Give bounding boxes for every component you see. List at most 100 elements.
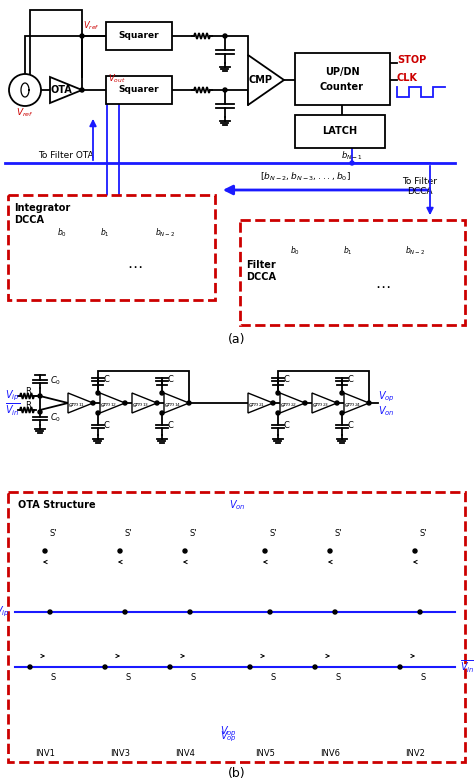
Circle shape <box>43 549 47 553</box>
Text: S': S' <box>124 530 132 539</box>
Text: $b_1$: $b_1$ <box>100 226 110 239</box>
Text: INV1: INV1 <box>35 750 55 758</box>
Text: Squarer: Squarer <box>118 31 159 41</box>
Bar <box>8 195 215 300</box>
Bar <box>8 492 465 762</box>
Bar <box>106 22 172 50</box>
Circle shape <box>123 610 127 614</box>
Text: $V_{ip}$: $V_{ip}$ <box>0 604 10 619</box>
Circle shape <box>9 74 41 106</box>
Polygon shape <box>164 393 189 413</box>
Text: (a): (a) <box>228 333 246 347</box>
Circle shape <box>367 401 371 405</box>
Text: INV3: INV3 <box>110 750 130 758</box>
Polygon shape <box>50 77 82 103</box>
Text: C: C <box>167 376 173 384</box>
Circle shape <box>187 401 191 405</box>
Text: S: S <box>420 672 426 682</box>
Circle shape <box>413 549 417 553</box>
Text: S: S <box>126 672 131 682</box>
Text: S': S' <box>49 530 57 539</box>
Circle shape <box>268 610 272 614</box>
Text: C: C <box>167 422 173 430</box>
Circle shape <box>276 391 280 395</box>
Text: S': S' <box>334 530 342 539</box>
Text: Squarer: Squarer <box>118 85 159 95</box>
Text: R: R <box>25 401 31 411</box>
Circle shape <box>335 401 339 405</box>
Text: DCCA: DCCA <box>14 215 44 225</box>
Circle shape <box>103 665 107 669</box>
Text: $b_{N-2}$: $b_{N-2}$ <box>405 244 425 257</box>
Text: R: R <box>25 387 31 397</box>
Circle shape <box>96 391 100 395</box>
Text: $b_1$: $b_1$ <box>343 244 353 257</box>
Text: S: S <box>191 672 196 682</box>
Circle shape <box>303 401 307 405</box>
Circle shape <box>38 410 42 414</box>
Circle shape <box>155 401 159 405</box>
Text: $C_0$: $C_0$ <box>50 375 61 387</box>
Text: $V_{ip}$: $V_{ip}$ <box>5 389 19 403</box>
Text: OTA: OTA <box>50 85 72 95</box>
Text: C: C <box>103 376 109 384</box>
Text: C: C <box>347 422 353 430</box>
Circle shape <box>48 610 52 614</box>
Text: C: C <box>283 376 289 384</box>
Circle shape <box>123 401 127 405</box>
Circle shape <box>183 549 187 553</box>
Text: Integrator: Integrator <box>14 203 70 213</box>
Circle shape <box>118 549 122 553</box>
Text: $gm_{24}$: $gm_{24}$ <box>344 401 361 409</box>
Circle shape <box>333 610 337 614</box>
Bar <box>295 115 385 148</box>
Text: $V_{on}$: $V_{on}$ <box>378 404 395 418</box>
Text: (b): (b) <box>228 768 246 780</box>
Text: $b_0$: $b_0$ <box>290 244 300 257</box>
Polygon shape <box>344 393 369 413</box>
Text: $V_{ref}$: $V_{ref}$ <box>16 107 34 119</box>
Text: $\overline{V_{in}}$: $\overline{V_{in}}$ <box>460 658 474 676</box>
Text: $\cdots$: $\cdots$ <box>128 258 143 273</box>
Circle shape <box>188 610 192 614</box>
Text: INV6: INV6 <box>320 750 340 758</box>
Text: INV2: INV2 <box>405 750 425 758</box>
Circle shape <box>271 401 275 405</box>
Text: $C_0$: $C_0$ <box>50 412 61 424</box>
Circle shape <box>313 665 317 669</box>
Text: $[b_{N-2},b_{N-3},...,b_0]$: $[b_{N-2},b_{N-3},...,b_0]$ <box>260 171 350 184</box>
Text: UP/DN: UP/DN <box>325 67 359 77</box>
Text: S': S' <box>269 530 277 539</box>
Polygon shape <box>248 393 273 413</box>
Text: To Filter OTA: To Filter OTA <box>38 151 94 159</box>
Polygon shape <box>280 393 305 413</box>
Text: $gm_{21}$: $gm_{21}$ <box>248 401 265 409</box>
Circle shape <box>340 391 344 395</box>
Circle shape <box>160 411 164 415</box>
Circle shape <box>398 665 402 669</box>
Text: INV4: INV4 <box>175 750 195 758</box>
Text: $b_0$: $b_0$ <box>57 226 67 239</box>
Text: $V_{out}$: $V_{out}$ <box>108 73 126 85</box>
Circle shape <box>276 411 280 415</box>
Circle shape <box>28 665 32 669</box>
Text: $V_{ref}$: $V_{ref}$ <box>83 20 100 32</box>
Polygon shape <box>132 393 157 413</box>
Text: $gm_{13}$: $gm_{13}$ <box>132 401 149 409</box>
Circle shape <box>248 665 252 669</box>
Text: $V_{op}$: $V_{op}$ <box>378 390 395 405</box>
Circle shape <box>328 549 332 553</box>
Text: $gm_{11}$: $gm_{11}$ <box>68 401 85 409</box>
Text: S: S <box>270 672 275 682</box>
Circle shape <box>350 161 354 165</box>
Text: $gm_{22}$: $gm_{22}$ <box>280 401 297 409</box>
Text: LATCH: LATCH <box>322 126 357 136</box>
Text: $gm_{14}$: $gm_{14}$ <box>164 401 182 409</box>
Text: $gm_{12}$: $gm_{12}$ <box>100 401 118 409</box>
Bar <box>106 76 172 104</box>
Text: CMP: CMP <box>248 75 273 85</box>
Text: $\overline{V_{in}}$: $\overline{V_{in}}$ <box>5 401 20 419</box>
Text: OTA Structure: OTA Structure <box>18 500 96 510</box>
Text: $\cdots$: $\cdots$ <box>375 277 391 293</box>
Text: S: S <box>50 672 55 682</box>
